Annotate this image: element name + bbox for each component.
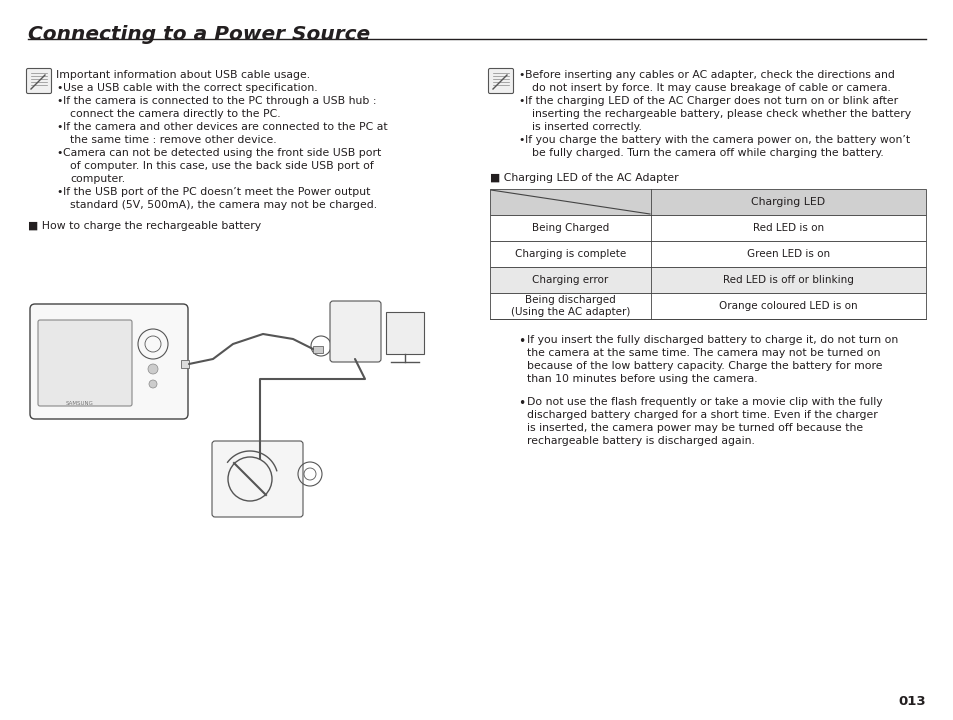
Text: Being Charged: Being Charged	[532, 223, 608, 233]
Text: (Using the AC adapter): (Using the AC adapter)	[510, 307, 630, 317]
Text: If you insert the fully discharged battery to charge it, do not turn on: If you insert the fully discharged batte…	[526, 335, 898, 345]
Text: •: •	[517, 96, 524, 106]
Text: rechargeable battery is discharged again.: rechargeable battery is discharged again…	[526, 436, 754, 446]
Text: •: •	[56, 148, 62, 158]
Text: Use a USB cable with the correct specification.: Use a USB cable with the correct specifi…	[63, 83, 317, 93]
Bar	[386, 312, 423, 354]
FancyBboxPatch shape	[30, 304, 188, 419]
FancyBboxPatch shape	[38, 320, 132, 406]
Text: Charging LED: Charging LED	[751, 197, 824, 207]
Text: If you charge the battery with the camera power on, the battery won’t: If you charge the battery with the camer…	[524, 135, 909, 145]
Text: discharged battery charged for a short time. Even if the charger: discharged battery charged for a short t…	[526, 410, 877, 420]
Bar	[490, 215, 925, 241]
Text: If the camera is connected to the PC through a USB hub :: If the camera is connected to the PC thr…	[63, 96, 376, 106]
Text: 013: 013	[898, 695, 925, 708]
Text: •: •	[56, 187, 62, 197]
Text: SAMSUNG: SAMSUNG	[66, 401, 93, 406]
FancyBboxPatch shape	[488, 68, 513, 94]
Text: is inserted correctly.: is inserted correctly.	[532, 122, 641, 132]
Text: Red LED is on: Red LED is on	[752, 223, 823, 233]
Text: ■ How to charge the rechargeable battery: ■ How to charge the rechargeable battery	[28, 221, 261, 231]
Text: Being discharged: Being discharged	[524, 295, 616, 305]
Text: is inserted, the camera power may be turned off because the: is inserted, the camera power may be tur…	[526, 423, 862, 433]
FancyBboxPatch shape	[212, 441, 303, 517]
Text: Do not use the flash frequently or take a movie clip with the fully: Do not use the flash frequently or take …	[526, 397, 882, 407]
Bar	[181, 360, 189, 368]
Text: •: •	[56, 122, 62, 132]
Text: If the camera and other devices are connected to the PC at: If the camera and other devices are conn…	[63, 122, 387, 132]
Text: If the USB port of the PC doesn’t meet the Power output: If the USB port of the PC doesn’t meet t…	[63, 187, 370, 197]
Text: Charging error: Charging error	[532, 275, 608, 285]
Circle shape	[148, 364, 158, 374]
Text: •: •	[56, 83, 62, 93]
Bar	[490, 189, 925, 215]
Text: do not insert by force. It may cause breakage of cable or camera.: do not insert by force. It may cause bre…	[532, 83, 890, 93]
Text: •: •	[517, 397, 525, 410]
FancyBboxPatch shape	[27, 68, 51, 94]
Bar	[490, 241, 925, 267]
Text: Charging is complete: Charging is complete	[515, 249, 625, 259]
Text: be fully charged. Turn the camera off while charging the battery.: be fully charged. Turn the camera off wh…	[532, 148, 882, 158]
Text: the same time : remove other device.: the same time : remove other device.	[70, 135, 276, 145]
Text: Connecting to a Power Source: Connecting to a Power Source	[28, 25, 370, 44]
Text: •: •	[56, 96, 62, 106]
Text: •: •	[517, 70, 524, 80]
Text: Green LED is on: Green LED is on	[746, 249, 829, 259]
Text: •: •	[517, 335, 525, 348]
Text: than 10 minutes before using the camera.: than 10 minutes before using the camera.	[526, 374, 757, 384]
Text: computer.: computer.	[70, 174, 125, 184]
Circle shape	[149, 380, 157, 388]
FancyBboxPatch shape	[330, 301, 380, 362]
Text: ■ Charging LED of the AC Adapter: ■ Charging LED of the AC Adapter	[490, 173, 678, 183]
Bar	[490, 293, 925, 319]
Text: because of the low battery capacity. Charge the battery for more: because of the low battery capacity. Cha…	[526, 361, 882, 371]
Text: Orange coloured LED is on: Orange coloured LED is on	[719, 301, 857, 311]
Text: If the charging LED of the AC Charger does not turn on or blink after: If the charging LED of the AC Charger do…	[524, 96, 897, 106]
Text: Important information about USB cable usage.: Important information about USB cable us…	[56, 70, 310, 80]
Text: of computer. In this case, use the back side USB port of: of computer. In this case, use the back …	[70, 161, 374, 171]
Text: the camera at the same time. The camera may not be turned on: the camera at the same time. The camera …	[526, 348, 880, 358]
Text: Camera can not be detected using the front side USB port: Camera can not be detected using the fro…	[63, 148, 381, 158]
Text: Before inserting any cables or AC adapter, check the directions and: Before inserting any cables or AC adapte…	[524, 70, 894, 80]
Bar	[313, 346, 323, 353]
Text: Red LED is off or blinking: Red LED is off or blinking	[722, 275, 853, 285]
Text: standard (5V, 500mA), the camera may not be charged.: standard (5V, 500mA), the camera may not…	[70, 200, 376, 210]
Text: inserting the rechargeable battery, please check whether the battery: inserting the rechargeable battery, plea…	[532, 109, 910, 119]
Text: •: •	[517, 135, 524, 145]
Bar	[490, 267, 925, 293]
Text: connect the camera directly to the PC.: connect the camera directly to the PC.	[70, 109, 280, 119]
